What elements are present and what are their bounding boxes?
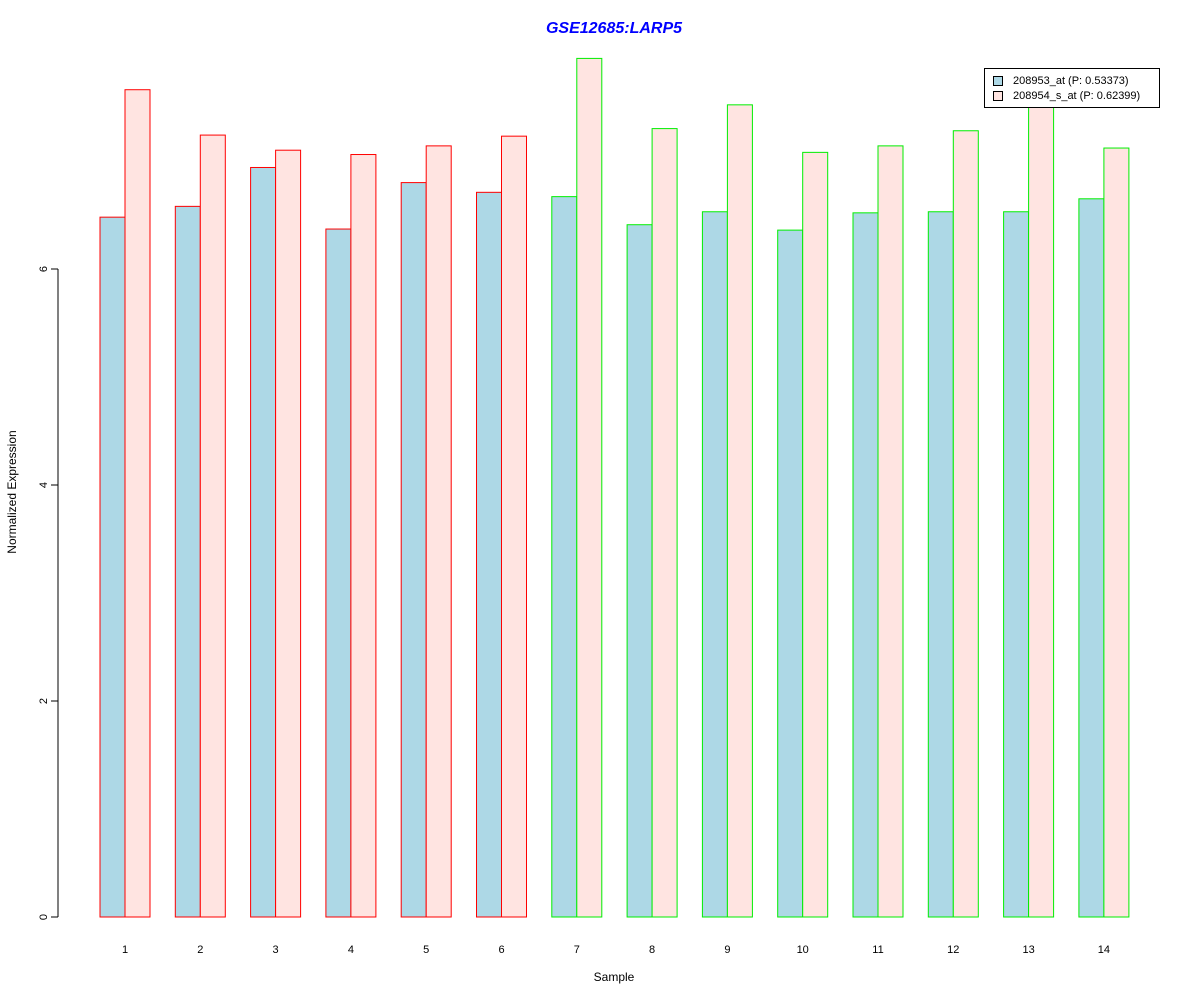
bar-sample-14-series-2	[1103, 147, 1130, 918]
y-tick-label: 2	[38, 698, 50, 704]
bar-sample-14-series-1	[1078, 198, 1105, 918]
x-tick-label: 10	[797, 944, 809, 956]
bar-sample-4-series-1	[325, 228, 352, 918]
bar-sample-2-series-1	[174, 205, 201, 918]
bar-sample-10-series-1	[777, 229, 804, 918]
bar-sample-13-series-1	[1003, 211, 1030, 918]
bar-sample-3-series-1	[250, 166, 277, 918]
bar-sample-5-series-1	[400, 182, 427, 918]
bar-sample-5-series-2	[425, 145, 452, 918]
bar-sample-6-series-1	[476, 191, 502, 918]
legend-label-series-1: 208953_at (P: 0.53373)	[1013, 75, 1129, 87]
bar-sample-11-series-1	[852, 212, 879, 918]
bar-sample-12-series-1	[927, 211, 954, 918]
x-tick-label: 6	[498, 944, 504, 956]
x-tick-label: 3	[273, 944, 279, 956]
bar-sample-8-series-1	[626, 224, 653, 918]
bar-sample-1-series-2	[124, 89, 151, 918]
x-tick-label: 13	[1022, 944, 1034, 956]
legend-swatch-series-2	[993, 91, 1003, 101]
x-tick-label: 2	[197, 944, 203, 956]
bar-sample-11-series-2	[877, 145, 904, 918]
x-tick-label: 1	[122, 944, 128, 956]
x-tick-label: 11	[872, 944, 883, 956]
bar-sample-9-series-2	[726, 104, 753, 918]
bar-sample-12-series-2	[952, 130, 979, 918]
bar-sample-2-series-2	[199, 134, 226, 918]
bar-sample-10-series-2	[802, 151, 829, 918]
legend-label-series-2: 208954_s_at (P: 0.62399)	[1013, 90, 1141, 102]
bar-sample-8-series-2	[651, 128, 678, 918]
bar-sample-1-series-1	[99, 216, 126, 918]
x-tick-label: 12	[947, 944, 959, 956]
y-tick-label: 0	[38, 914, 50, 920]
bar-sample-7-series-1	[551, 196, 578, 918]
legend-item-series-2: 208954_s_at (P: 0.62399)	[993, 89, 1140, 103]
bar-sample-6-series-2	[501, 135, 527, 918]
bar-sample-4-series-2	[350, 154, 377, 918]
bar-sample-9-series-1	[701, 211, 728, 918]
legend-item-series-1: 208953_at (P: 0.53373)	[993, 74, 1129, 88]
legend-swatch-series-1	[993, 76, 1003, 86]
bar-sample-13-series-2	[1028, 103, 1055, 918]
x-tick-label: 8	[649, 944, 655, 956]
x-tick-label: 7	[574, 944, 580, 956]
bar-sample-3-series-2	[275, 149, 302, 918]
y-tick-label: 6	[38, 266, 50, 272]
legend: 208953_at (P: 0.53373) 208954_s_at (P: 0…	[984, 68, 1160, 108]
x-tick-label: 5	[423, 944, 429, 956]
bar-sample-7-series-2	[576, 57, 603, 918]
y-axis-label: Normalized Expression	[5, 430, 19, 554]
x-axis-label: Sample	[593, 970, 635, 984]
chart-title: GSE12685:LARP5	[545, 20, 683, 37]
x-tick-label: 4	[348, 944, 354, 956]
y-tick-label: 4	[38, 482, 50, 488]
x-tick-label: 14	[1098, 944, 1110, 956]
x-tick-label: 9	[724, 944, 730, 956]
